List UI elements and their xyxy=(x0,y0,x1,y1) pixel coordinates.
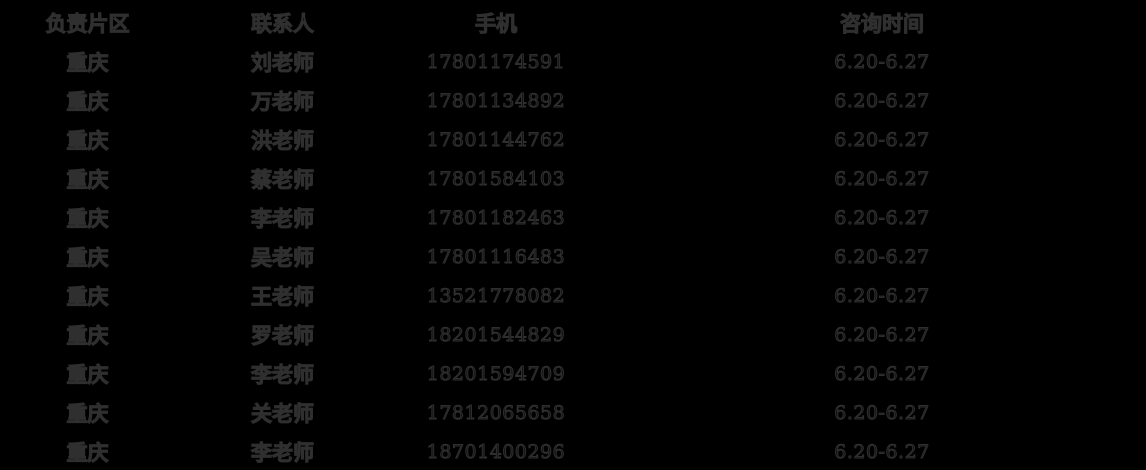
time-cell: 6.20-6.27 xyxy=(834,245,930,268)
contact-table: 负责片区 联系人 手机 咨询时间 重庆 刘老师 17801174591 6.20… xyxy=(0,3,1146,470)
time-cell: 6.20-6.27 xyxy=(834,128,930,151)
time-cell: 6.20-6.27 xyxy=(834,440,930,463)
table-row: 重庆 王老师 13521778082 6.20-6.27 xyxy=(0,276,1146,315)
time-cell: 6.20-6.27 xyxy=(834,89,930,112)
time-cell: 6.20-6.27 xyxy=(834,206,930,229)
table-row: 重庆 关老师 17812065658 6.20-6.27 xyxy=(0,393,1146,432)
contact-cell: 李老师 xyxy=(251,205,315,231)
contact-cell: 刘老师 xyxy=(251,49,315,75)
area-cell: 重庆 xyxy=(66,439,109,465)
table-row: 重庆 万老师 17801134892 6.20-6.27 xyxy=(0,81,1146,120)
area-cell: 重庆 xyxy=(66,400,109,426)
area-cell: 重庆 xyxy=(66,88,109,114)
phone-cell: 18701400296 xyxy=(426,440,566,463)
area-cell: 重庆 xyxy=(66,205,109,231)
time-cell: 6.20-6.27 xyxy=(834,284,930,307)
area-cell: 重庆 xyxy=(66,127,109,153)
contact-cell: 李老师 xyxy=(251,439,315,465)
contact-cell: 王老师 xyxy=(251,283,315,309)
contact-cell: 罗老师 xyxy=(251,322,315,348)
table-header-row: 负责片区 联系人 手机 咨询时间 xyxy=(0,3,1146,42)
phone-cell: 18201594709 xyxy=(426,362,566,385)
table-row: 重庆 李老师 17801182463 6.20-6.27 xyxy=(0,198,1146,237)
phone-cell: 17801144762 xyxy=(426,128,566,151)
time-cell: 6.20-6.27 xyxy=(834,323,930,346)
phone-cell: 13521778082 xyxy=(426,284,566,307)
phone-cell: 17801584103 xyxy=(426,167,566,190)
time-cell: 6.20-6.27 xyxy=(834,50,930,73)
area-cell: 重庆 xyxy=(66,322,109,348)
table-row: 重庆 刘老师 17801174591 6.20-6.27 xyxy=(0,42,1146,81)
phone-cell: 17801174591 xyxy=(426,50,566,73)
table-row: 重庆 蔡老师 17801584103 6.20-6.27 xyxy=(0,159,1146,198)
table-row: 重庆 李老师 18701400296 6.20-6.27 xyxy=(0,432,1146,470)
phone-cell: 17812065658 xyxy=(426,401,566,424)
contact-cell: 李老师 xyxy=(251,361,315,387)
area-cell: 重庆 xyxy=(66,166,109,192)
contact-cell: 关老师 xyxy=(251,400,315,426)
area-cell: 重庆 xyxy=(66,49,109,75)
phone-cell: 17801116483 xyxy=(426,245,566,268)
time-cell: 6.20-6.27 xyxy=(834,167,930,190)
phone-cell: 17801182463 xyxy=(426,206,566,229)
table-row: 重庆 吴老师 17801116483 6.20-6.27 xyxy=(0,237,1146,276)
header-phone: 手机 xyxy=(475,10,518,36)
table-row: 重庆 洪老师 17801144762 6.20-6.27 xyxy=(0,120,1146,159)
area-cell: 重庆 xyxy=(66,283,109,309)
header-time: 咨询时间 xyxy=(840,10,925,36)
table-row: 重庆 罗老师 18201544829 6.20-6.27 xyxy=(0,315,1146,354)
contact-cell: 洪老师 xyxy=(251,127,315,153)
area-cell: 重庆 xyxy=(66,244,109,270)
contact-cell: 万老师 xyxy=(251,88,315,114)
header-area: 负责片区 xyxy=(45,10,130,36)
contact-cell: 蔡老师 xyxy=(251,166,315,192)
phone-cell: 17801134892 xyxy=(426,89,566,112)
table-row: 重庆 李老师 18201594709 6.20-6.27 xyxy=(0,354,1146,393)
time-cell: 6.20-6.27 xyxy=(834,362,930,385)
time-cell: 6.20-6.27 xyxy=(834,401,930,424)
header-contact: 联系人 xyxy=(251,10,315,36)
area-cell: 重庆 xyxy=(66,361,109,387)
contact-cell: 吴老师 xyxy=(251,244,315,270)
phone-cell: 18201544829 xyxy=(426,323,566,346)
